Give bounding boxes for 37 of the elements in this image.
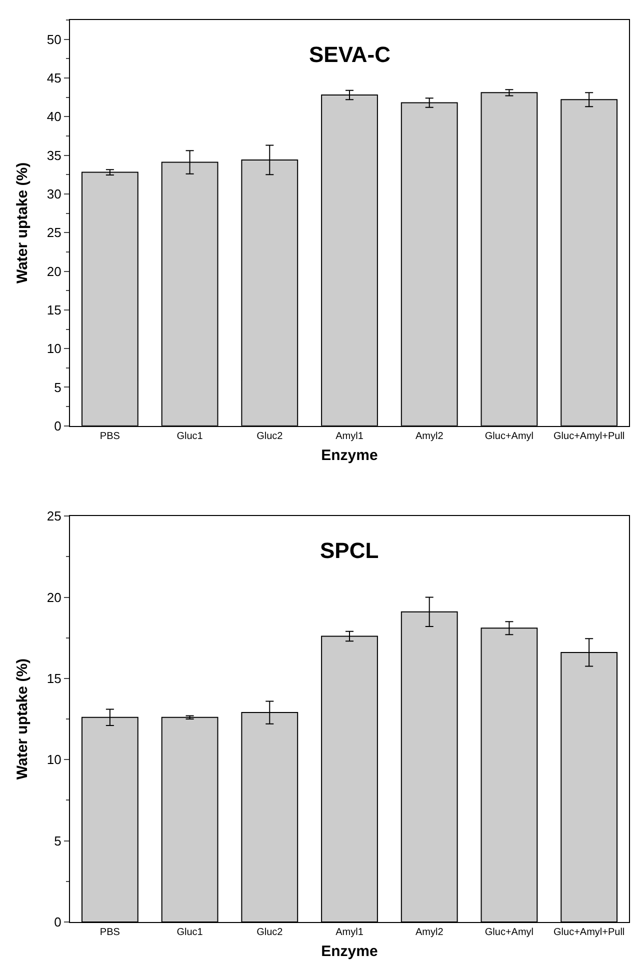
y-axis-title: Water uptake (%): [14, 658, 32, 780]
x-tick-label: Amyl1: [336, 430, 364, 442]
x-tick-label: Amyl2: [415, 430, 444, 442]
text: SPCL: [320, 538, 379, 563]
y-tick-label: 20: [46, 590, 62, 605]
x-tick-label: Amyl1: [336, 927, 364, 938]
x-tick-label: Gluc+Amyl: [484, 430, 534, 442]
y-tick-label: 25: [46, 508, 62, 524]
x-tick-label: Gluc+Amyl+Pull: [554, 430, 625, 442]
y-tick-label: 15: [46, 671, 62, 686]
x-tick-label: Gluc2: [256, 927, 284, 938]
y-tick-label: 35: [46, 148, 62, 163]
x-tick-label: Gluc+Amyl: [484, 927, 534, 938]
y-tick-label: 5: [54, 833, 62, 848]
x-tick-label: Gluc2: [256, 430, 284, 442]
x-axis-title: Enzyme: [321, 943, 378, 960]
y-tick-label: 45: [46, 70, 62, 86]
y-tick-label: 20: [46, 264, 62, 279]
y-tick-label: 5: [54, 380, 62, 395]
y-tick-label: 10: [46, 752, 62, 768]
y-tick-label: 0: [54, 914, 62, 930]
y-tick-label: 25: [46, 225, 62, 240]
text: SEVA-C: [309, 42, 391, 67]
x-tick-label: Gluc1: [176, 430, 204, 442]
y-tick-label: 30: [46, 186, 62, 202]
x-tick-label: Gluc1: [176, 927, 204, 938]
x-tick-label: PBS: [100, 430, 120, 442]
y-tick-label: 50: [46, 32, 62, 47]
y-tick-label: 10: [46, 341, 62, 356]
x-tick-label: Amyl2: [415, 927, 444, 938]
y-tick-label: 0: [54, 418, 62, 434]
y-tick-label: 15: [46, 302, 62, 318]
x-tick-label: Gluc+Amyl+Pull: [554, 927, 625, 938]
y-tick-label: 40: [46, 109, 62, 124]
x-tick-label: PBS: [100, 927, 120, 938]
y-axis-title: Water uptake (%): [14, 162, 32, 284]
x-axis-title: Enzyme: [321, 446, 378, 464]
